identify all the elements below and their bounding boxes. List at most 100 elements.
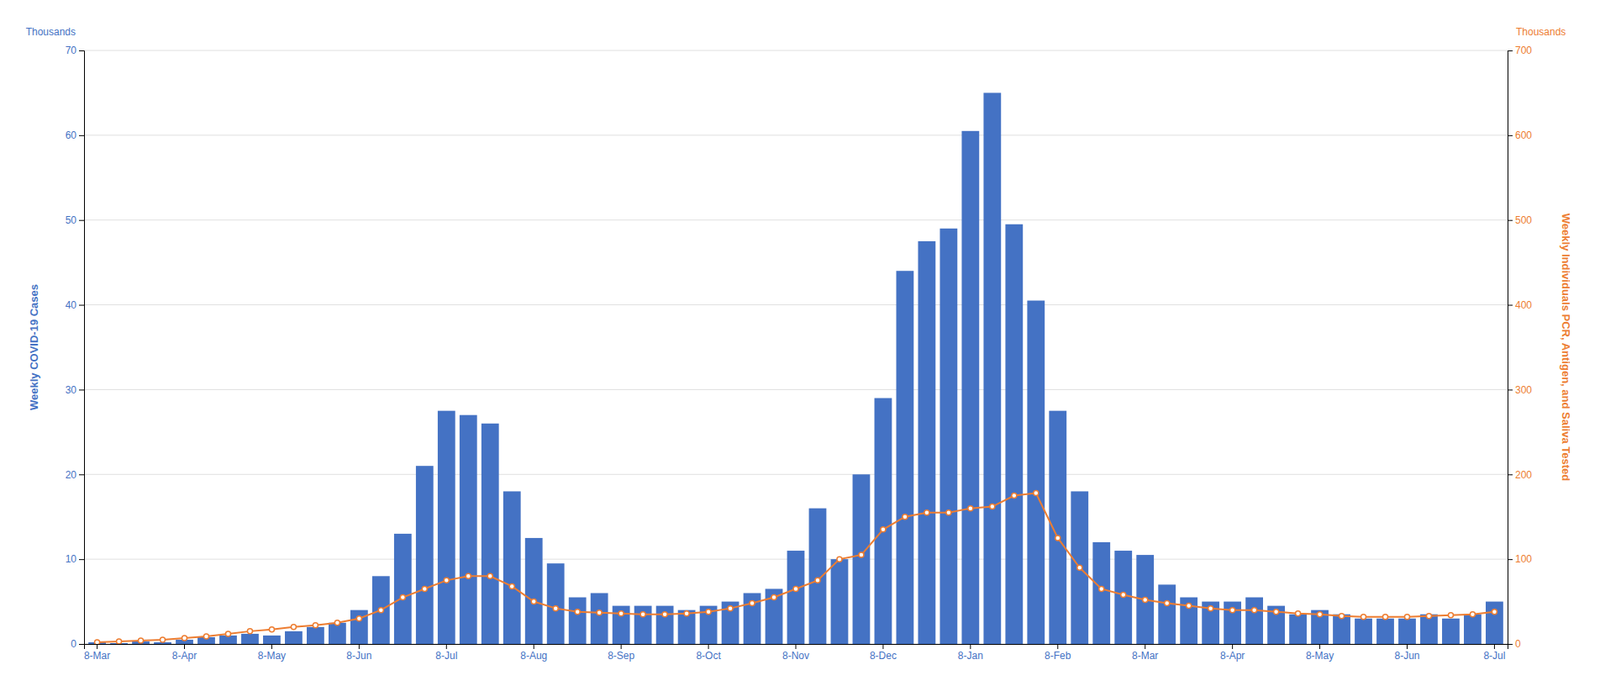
tick-label: 8-Dec	[869, 649, 897, 662]
tick-mark	[1507, 473, 1513, 475]
tick: 8-Aug	[520, 643, 548, 662]
tick-mark	[533, 643, 535, 649]
bar	[678, 610, 696, 644]
tick-mark	[78, 220, 85, 222]
marker	[968, 505, 974, 511]
tick-label: 8-May	[1305, 649, 1334, 662]
tick-mark	[795, 643, 797, 649]
marker	[946, 510, 952, 516]
marker	[989, 504, 995, 510]
bar	[1070, 490, 1089, 644]
marker	[1033, 489, 1039, 495]
bar	[612, 605, 631, 644]
tick-label: 8-Nov	[782, 649, 810, 662]
y2-axis: 0100200300400500600700	[1507, 44, 1532, 650]
marker	[552, 605, 558, 611]
tick: 8-Mar	[84, 643, 111, 662]
tick: 8-Jul	[1483, 643, 1506, 662]
tick-mark	[78, 135, 85, 137]
bar	[1048, 410, 1067, 644]
marker	[160, 636, 166, 643]
bar	[743, 592, 762, 644]
marker	[771, 594, 777, 600]
marker	[596, 610, 602, 616]
tick-label: 0	[1515, 637, 1522, 650]
bar	[874, 398, 893, 644]
bar	[590, 592, 609, 644]
marker	[1426, 613, 1432, 619]
tick: 70	[65, 44, 85, 57]
marker	[1230, 607, 1236, 613]
axis-line	[84, 644, 1509, 650]
bar	[634, 605, 653, 644]
tick-mark	[78, 558, 85, 560]
tick-mark	[78, 305, 85, 306]
marker	[1273, 609, 1279, 615]
bar	[284, 631, 303, 644]
bar	[1136, 554, 1154, 644]
bar	[1332, 614, 1351, 644]
tick: 300	[1507, 384, 1532, 396]
bar	[852, 473, 871, 644]
annotation: Thousands	[1515, 26, 1566, 38]
tick: 100	[1507, 552, 1532, 565]
line	[97, 492, 1495, 643]
bar	[1157, 584, 1176, 644]
tick-label: 40	[65, 299, 78, 311]
tick-label: 8-Mar	[84, 649, 111, 662]
y2-axis-title: Weekly Individuals PCR, Antigen, and Sal…	[1559, 213, 1573, 481]
marker	[1469, 611, 1475, 617]
bar	[481, 423, 500, 644]
tick: 400	[1507, 299, 1532, 311]
marker	[815, 577, 821, 583]
tick-mark	[1144, 643, 1146, 649]
bar	[525, 537, 543, 644]
marker	[116, 638, 122, 644]
marker	[1339, 613, 1345, 619]
bar	[547, 563, 565, 644]
marker	[1447, 612, 1453, 618]
bar	[1376, 618, 1395, 644]
bar	[568, 597, 587, 644]
tick-label: 30	[65, 384, 78, 396]
marker	[487, 573, 493, 579]
bar	[721, 601, 740, 644]
tick-mark	[1406, 643, 1408, 649]
tick-mark	[446, 643, 448, 649]
chart: 8-Mar8-Apr8-May8-Jun8-Jul8-Aug8-Sep8-Oct…	[0, 0, 1600, 686]
tick-label: 8-Oct	[695, 649, 722, 662]
marker	[1361, 614, 1367, 620]
marker	[705, 609, 711, 615]
tick-mark	[1507, 558, 1513, 560]
tick: 8-Jan	[957, 643, 984, 662]
bar	[306, 626, 325, 644]
bar	[1442, 618, 1460, 644]
bar	[983, 92, 1001, 644]
tick-mark	[1494, 643, 1495, 649]
marker	[334, 620, 340, 626]
tick: 8-Feb	[1044, 643, 1072, 662]
marker	[1295, 610, 1301, 616]
marker	[574, 609, 580, 615]
marker	[443, 577, 449, 583]
tick-label: 8-Jul	[1483, 649, 1506, 662]
bar	[765, 588, 784, 644]
tick-label: 400	[1515, 299, 1532, 311]
tick-mark	[78, 389, 85, 390]
bar	[437, 410, 456, 644]
tick: 500	[1507, 214, 1532, 227]
tick: 8-May	[1305, 643, 1334, 662]
bar	[394, 533, 412, 644]
marker	[1099, 585, 1105, 591]
bar	[1245, 597, 1264, 644]
tick-label: 70	[65, 44, 78, 57]
grid-line	[84, 389, 1508, 390]
tick: 8-Apr	[172, 643, 197, 662]
tick-label: 8-Sep	[607, 649, 635, 662]
tick-mark	[969, 643, 971, 649]
marker	[509, 583, 515, 589]
bar	[350, 610, 369, 644]
tick: 8-Mar	[1131, 643, 1158, 662]
tick: 20	[65, 468, 85, 481]
bar	[1289, 614, 1307, 644]
